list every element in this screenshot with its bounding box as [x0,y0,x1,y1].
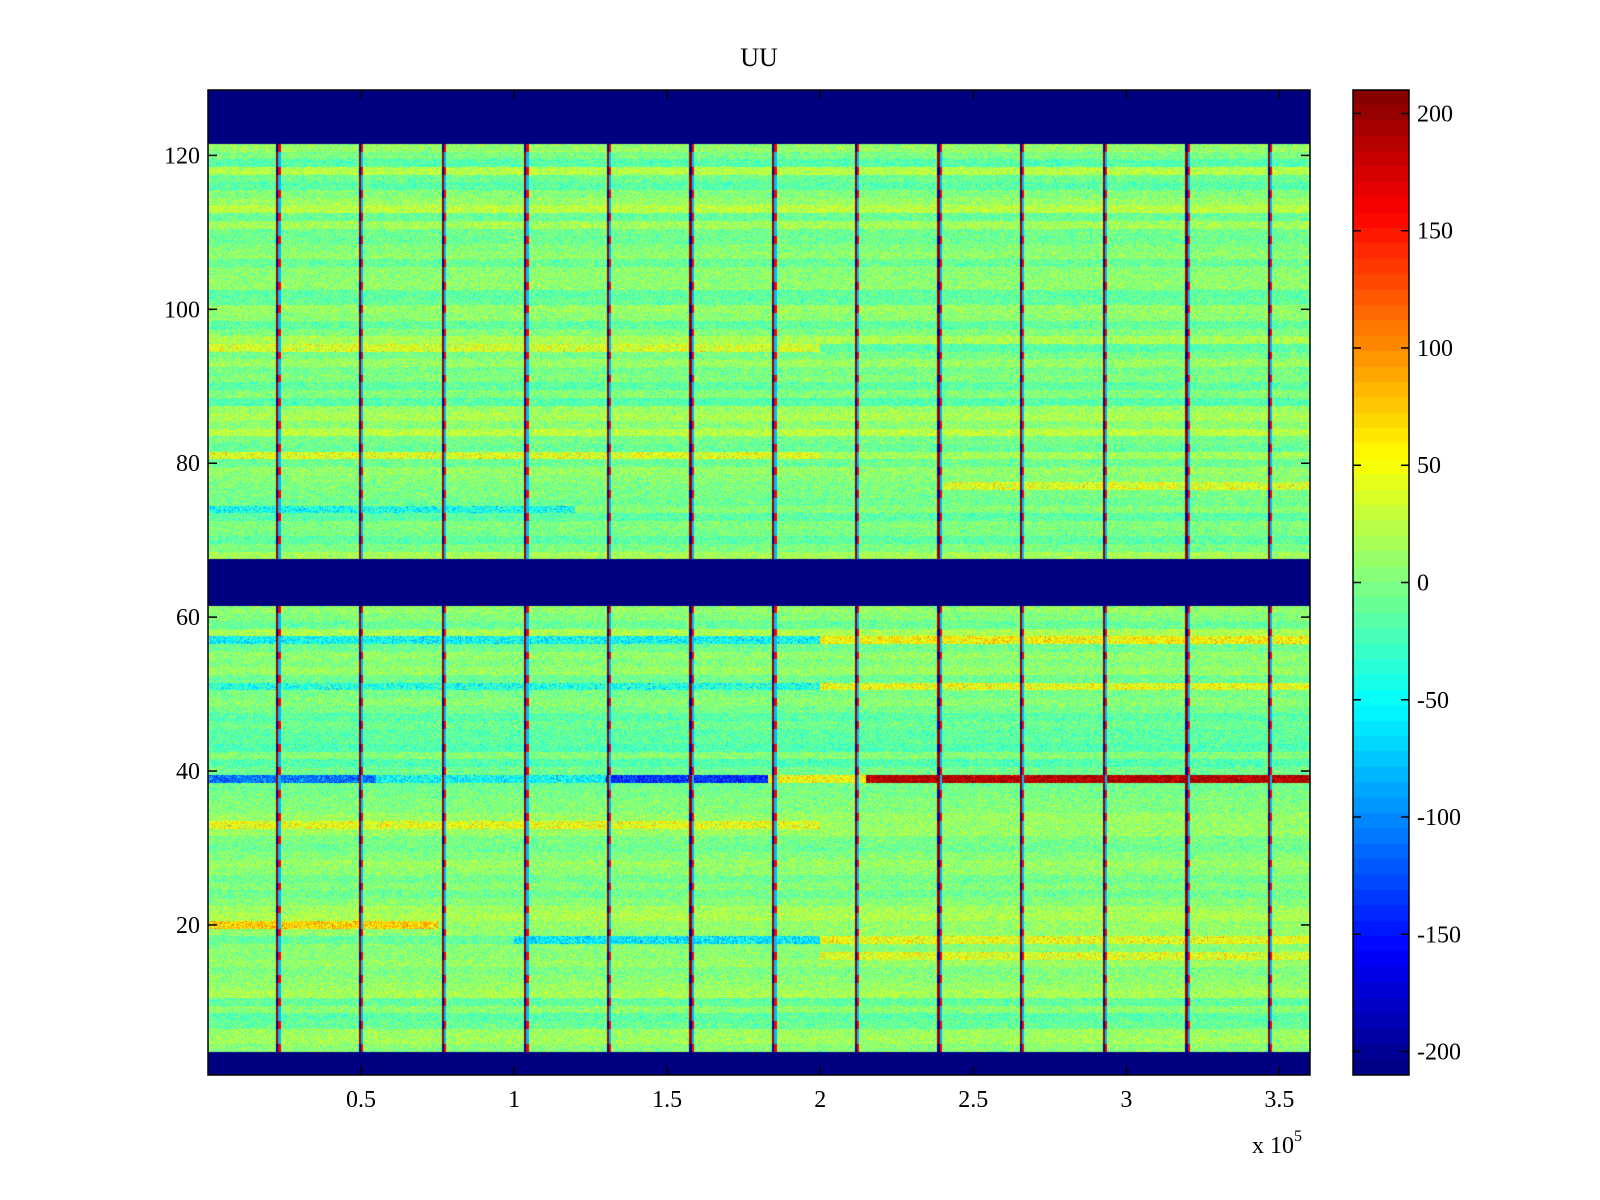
colorbar-tick-label: -100 [1417,805,1461,831]
y-tick-label: 60 [176,605,200,631]
plot-frame [207,89,1311,1076]
colorbar-tick-label: 150 [1417,219,1453,245]
y-tick-label: 40 [176,759,200,785]
chart-title: UU [740,43,778,72]
x-tick-label: 3 [1120,1087,1132,1113]
x-tick-label: 1 [508,1087,520,1113]
x-axis: 0.5 1 1.5 2 2.5 3 3.5 [346,90,1294,1113]
colorbar-axis: 200 150 100 50 0 -50 -100 -150 -200 [1353,101,1461,1066]
x-tick-label: 0.5 [346,1087,376,1113]
x-axis-multiplier-exponent: 5 [1294,1128,1302,1145]
colorbar-tick-label: -200 [1417,1040,1461,1066]
colorbar-tick-label: 0 [1417,571,1429,597]
y-axis: 20 40 60 80 100 120 [164,143,1310,939]
colorbar-tick-label: 200 [1417,101,1453,127]
y-tick-label: 120 [164,143,200,169]
colorbar-tick-label: -50 [1417,688,1449,714]
x-tick-label: 3.5 [1264,1087,1294,1113]
colorbar-gradient [1353,90,1409,1075]
y-tick-label: 20 [176,913,200,939]
colorbar-frame [1352,89,1410,1076]
x-tick-label: 2 [814,1087,826,1113]
colorbar-tick-label: 50 [1417,453,1441,479]
colorbar-tick-label: -150 [1417,922,1461,948]
y-tick-label: 100 [164,297,200,323]
colorbar-tick-label: 100 [1417,336,1453,362]
y-tick-label: 80 [176,451,200,477]
x-tick-label: 2.5 [958,1087,988,1113]
x-tick-label: 1.5 [652,1087,682,1113]
x-axis-multiplier: x 105 [1252,1128,1302,1159]
heatmap-image [208,90,1310,1075]
